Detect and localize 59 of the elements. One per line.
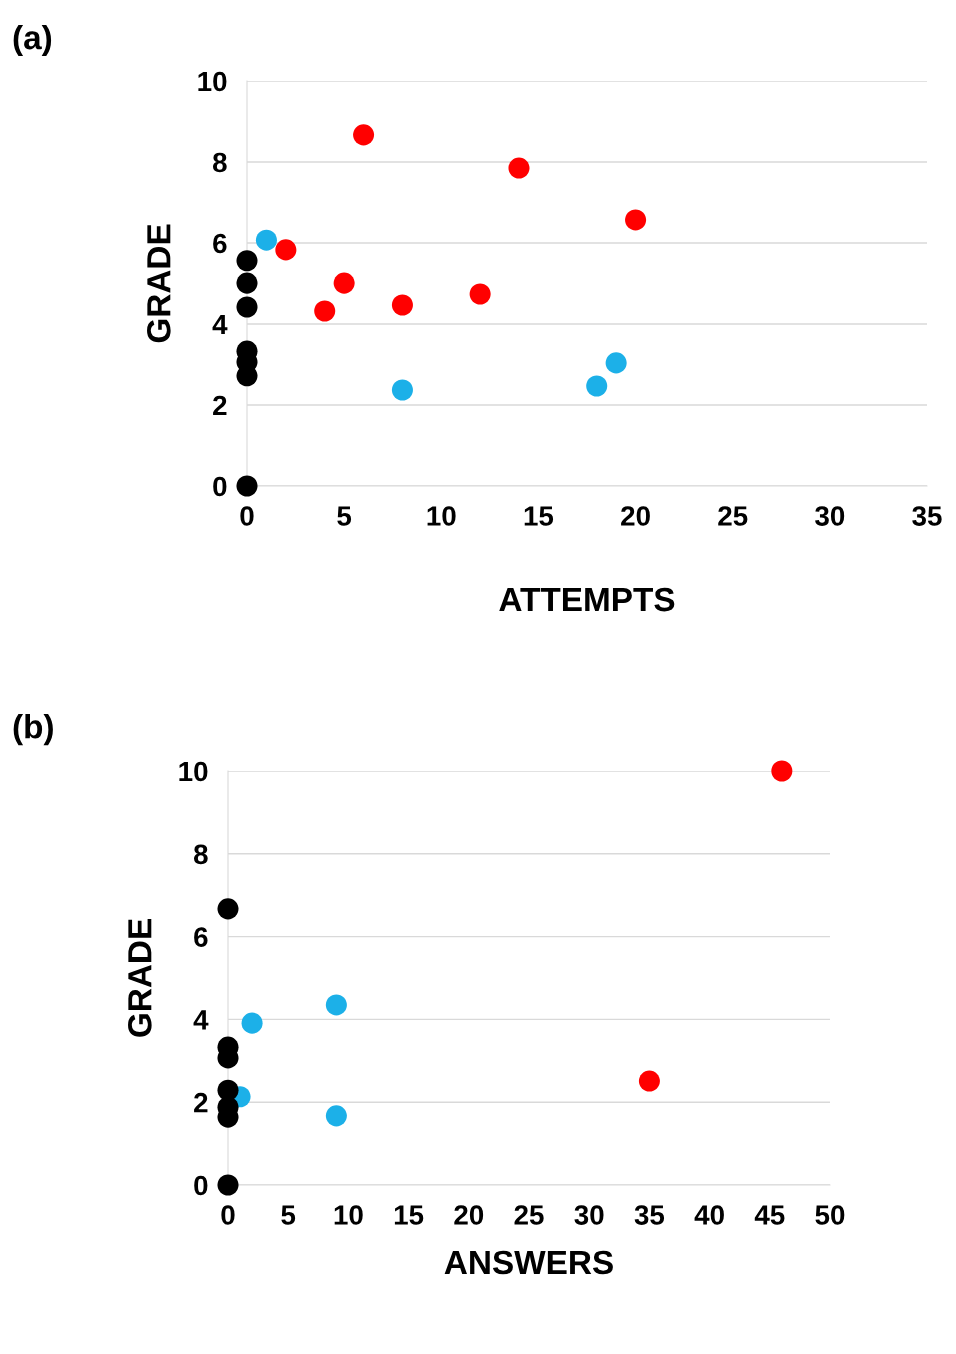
x-tick-label: 0 <box>240 506 254 526</box>
x-tick-label: 30 <box>815 506 845 526</box>
y-tick-label: 0 <box>213 476 227 497</box>
point <box>353 124 375 146</box>
point <box>255 229 277 251</box>
x-tick-label: 50 <box>815 1205 845 1225</box>
point <box>391 379 413 401</box>
x-tick-label: 5 <box>337 506 352 526</box>
y-tick-label: 6 <box>213 233 227 254</box>
y-tick-label: 4 <box>212 314 228 335</box>
x-tick-label: 10 <box>334 1205 363 1225</box>
y-tick-label: 8 <box>193 844 208 865</box>
x-tick-label: 35 <box>634 1205 665 1225</box>
point <box>275 239 297 261</box>
point <box>217 898 239 920</box>
y-tick-label: 6 <box>194 927 208 947</box>
point <box>236 475 258 497</box>
y-tick-label: 8 <box>212 152 227 173</box>
x-axis-title: ATTEMPTS <box>499 587 675 612</box>
y-tick-label: 0 <box>194 1175 208 1196</box>
point <box>625 209 647 231</box>
x-tick-label: 5 <box>281 1205 296 1225</box>
point <box>236 250 258 272</box>
x-tick-label: 30 <box>574 1205 604 1225</box>
point <box>391 294 413 316</box>
point <box>586 375 608 397</box>
point <box>325 1105 347 1127</box>
point <box>771 760 793 782</box>
x-tick-label: 45 <box>754 1205 785 1225</box>
y-tick-label: 10 <box>198 71 227 92</box>
x-tick-label: 40 <box>694 1205 724 1225</box>
point <box>333 272 355 294</box>
point <box>508 157 530 179</box>
x-tick-label: 20 <box>621 506 650 526</box>
point <box>236 272 258 294</box>
point <box>605 352 627 374</box>
chart-title: (a) <box>13 24 52 57</box>
x-tick-label: 35 <box>912 506 942 526</box>
x-tick-label: 25 <box>718 506 748 526</box>
point <box>217 1174 239 1196</box>
point <box>241 1012 263 1034</box>
y-axis-title: GRADE <box>147 224 171 343</box>
point <box>469 283 491 305</box>
point <box>325 994 347 1016</box>
x-tick-label: 10 <box>427 506 456 526</box>
y-tick-label: 2 <box>194 1092 208 1113</box>
point <box>236 296 258 318</box>
x-tick-label: 15 <box>524 506 554 526</box>
chart-title: (b) <box>13 714 53 746</box>
y-tick-label: 2 <box>213 395 227 416</box>
x-axis-title: ANSWERS <box>444 1250 613 1275</box>
y-tick-label: 4 <box>193 1010 209 1030</box>
point <box>638 1070 660 1092</box>
y-tick-label: 10 <box>179 761 208 782</box>
x-tick-label: 15 <box>394 1205 424 1225</box>
y-axis-title: GRADE <box>128 919 152 1037</box>
x-tick-label: 25 <box>514 1205 544 1225</box>
x-tick-label: 20 <box>454 1205 484 1225</box>
point <box>314 300 336 322</box>
